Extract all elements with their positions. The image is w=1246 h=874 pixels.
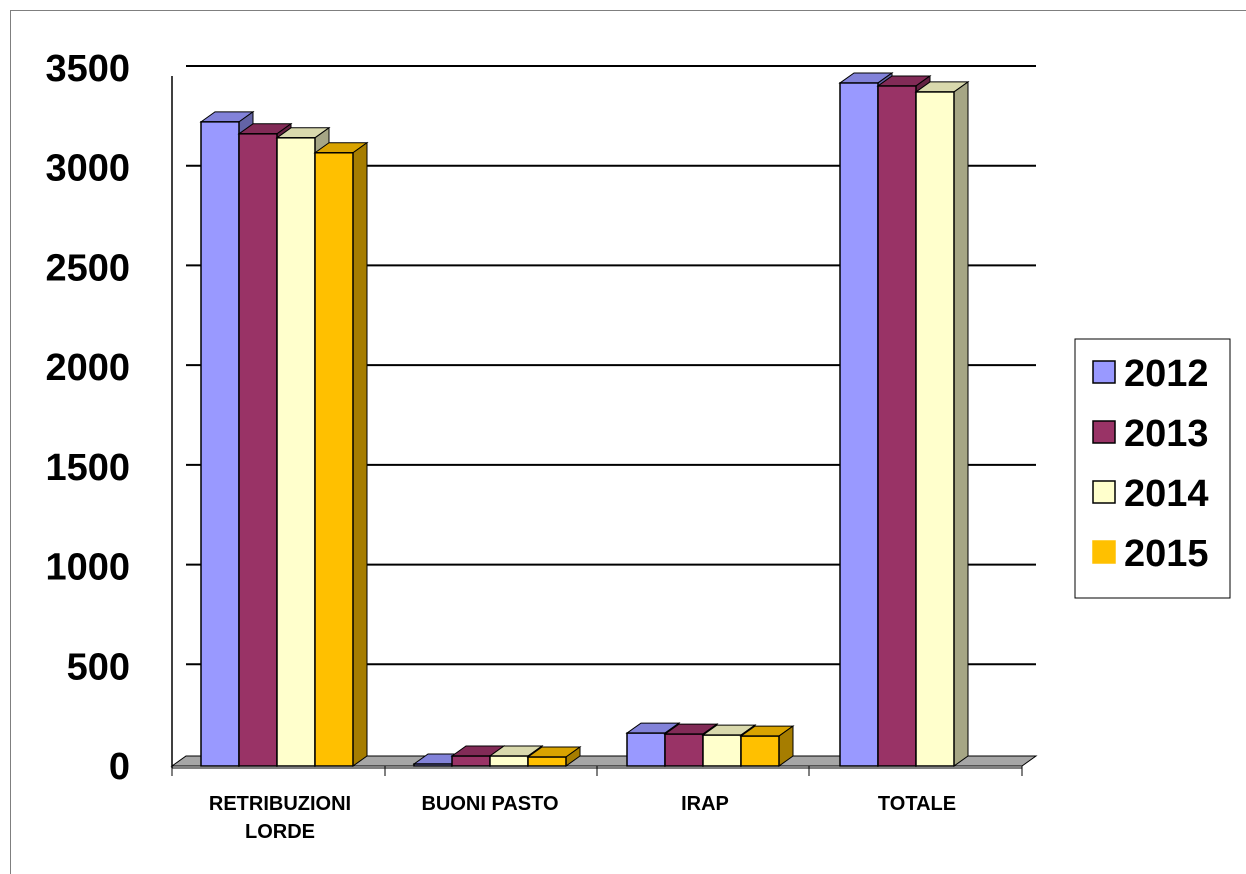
legend-label: 2013 — [1124, 413, 1209, 455]
bar — [626, 732, 666, 767]
bar — [702, 734, 742, 767]
bar-side — [953, 80, 969, 767]
y-tick-label: 0 — [109, 746, 130, 788]
y-tick-label: 1500 — [45, 447, 130, 489]
bar — [314, 152, 354, 767]
legend-swatch — [1092, 540, 1116, 564]
bar — [877, 85, 917, 767]
x-tick-label: BUONI PASTO — [421, 793, 558, 815]
bar — [413, 763, 453, 767]
chart-frame — [10, 10, 1246, 874]
bar — [839, 82, 879, 767]
legend-label: 2015 — [1124, 533, 1209, 575]
legend-swatch — [1092, 360, 1116, 384]
y-tick-label: 500 — [67, 646, 130, 688]
bar — [915, 91, 955, 767]
legend-swatch — [1092, 480, 1116, 504]
y-tick-label: 3000 — [45, 148, 130, 190]
bar — [200, 121, 240, 767]
bar — [276, 137, 316, 767]
y-tick-label: 3500 — [45, 48, 130, 90]
x-tick-label: IRAP — [681, 793, 729, 815]
bar — [527, 756, 567, 767]
legend-swatch — [1092, 420, 1116, 444]
bar — [451, 755, 491, 767]
bar — [664, 733, 704, 767]
x-tick-label: LORDE — [245, 821, 315, 843]
y-tick-label: 1000 — [45, 547, 130, 589]
bar — [489, 755, 529, 767]
y-tick-label: 2500 — [45, 247, 130, 289]
legend-label: 2012 — [1124, 353, 1209, 395]
x-tick-label: RETRIBUZIONI — [209, 793, 351, 815]
bar — [238, 133, 278, 767]
bar — [740, 735, 780, 767]
bar-side — [352, 141, 368, 767]
legend-label: 2014 — [1124, 473, 1209, 515]
y-tick-label: 2000 — [45, 347, 130, 389]
x-tick-label: TOTALE — [878, 793, 956, 815]
